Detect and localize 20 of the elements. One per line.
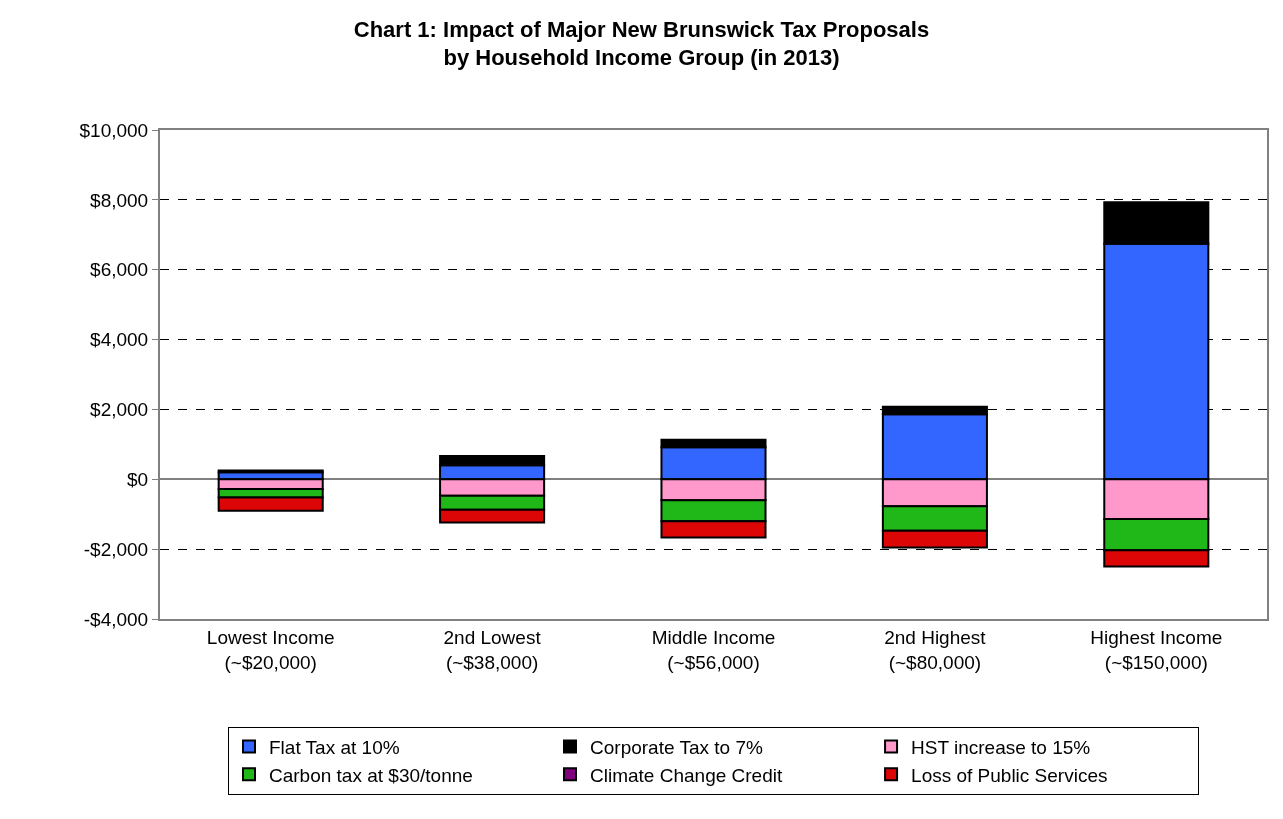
legend-label: Flat Tax at 10% [269,736,400,758]
y-tick-label: -$2,000 [83,538,149,560]
legend-label: Corporate Tax to 7% [590,736,763,758]
y-tick-label: $0 [127,468,149,490]
chart-title: Chart 1: Impact of Major New Brunswick Tax Proposals by Household Income Group (in 2013) [353,16,930,71]
legend-label: Loss of Public Services [911,764,1108,786]
x-tick-label: Lowest Income (~$20,000) [206,626,335,673]
legend-label: Climate Change Credit [590,764,783,786]
y-tick-label: $2,000 [90,399,149,421]
x-tick-label: Middle Income (~$56,000) [651,626,776,673]
x-tick-label: Highest Income (~$150,000) [1090,626,1223,673]
x-tick-label: 2nd Lowest (~$38,000) [443,626,542,673]
x-tick-label: 2nd Highest (~$80,000) [884,626,987,673]
y-tick-label: $6,000 [90,259,149,281]
y-tick-label: $10,000 [79,119,149,141]
y-tick-label: -$4,000 [83,608,149,630]
legend-label: HST increase to 15% [911,736,1091,758]
y-tick-label: $4,000 [90,329,149,351]
y-tick-label: $8,000 [90,189,149,211]
legend-label: Carbon tax at $30/tonne [269,764,473,786]
